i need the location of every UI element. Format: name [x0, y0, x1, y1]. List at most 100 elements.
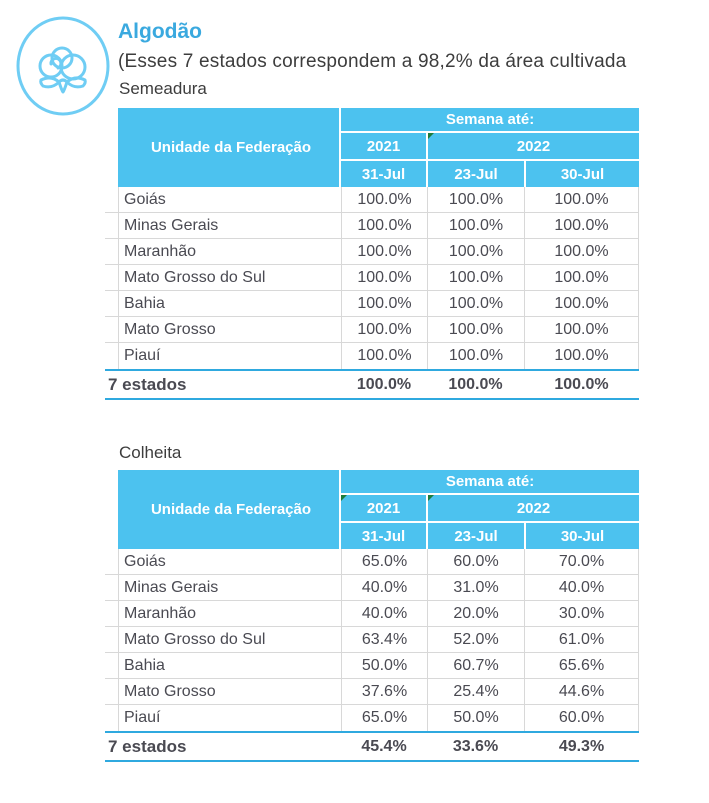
table-row: Minas Gerais 40.0% 31.0% 40.0%: [105, 575, 639, 601]
column-header-week-31-Jul: 31-Jul: [341, 523, 426, 549]
value-cell: 44.6%: [524, 679, 639, 704]
table-row: Minas Gerais 100.0% 100.0% 100.0%: [105, 213, 639, 239]
column-header-week-23-Jul: 23-Jul: [428, 523, 524, 549]
value-cell: 40.0%: [341, 575, 427, 600]
value-cell: 60.7%: [427, 653, 524, 678]
comment-flag-icon: [428, 133, 434, 139]
value-cell: 100.0%: [524, 213, 639, 238]
table-row: Mato Grosso 37.6% 25.4% 44.6%: [105, 679, 639, 705]
value-cell: 40.0%: [341, 601, 427, 626]
value-cell: 100.0%: [427, 343, 524, 369]
table-row: Goiás 100.0% 100.0% 100.0%: [105, 187, 639, 213]
comment-flag-icon: [341, 495, 347, 501]
state-name-cell: Mato Grosso do Sul: [118, 627, 341, 652]
value-cell: 100.0%: [524, 187, 639, 212]
value-cell: 40.0%: [524, 575, 639, 600]
value-cell: 100.0%: [341, 187, 427, 212]
value-cell: 100.0%: [427, 317, 524, 342]
state-name-cell: Minas Gerais: [118, 575, 341, 600]
column-header-semana-ate: Semana até:: [341, 108, 639, 131]
state-name-cell: Goiás: [118, 187, 341, 212]
value-cell: 60.0%: [427, 549, 524, 574]
value-cell: 100.0%: [524, 343, 639, 369]
total-row: 7 estados 45.4% 33.6% 49.3%: [105, 731, 639, 762]
value-cell: 25.4%: [427, 679, 524, 704]
table-label-semeadura: Semeadura: [119, 79, 207, 98]
state-name-cell: Bahia: [118, 653, 341, 678]
column-header-year-2021: 2021: [341, 133, 426, 159]
value-cell: 65.0%: [341, 705, 427, 731]
table-row: Mato Grosso do Sul 63.4% 52.0% 61.0%: [105, 627, 639, 653]
table-row: Maranhão 100.0% 100.0% 100.0%: [105, 239, 639, 265]
value-cell: 100.0%: [524, 265, 639, 290]
state-name-cell: Bahia: [118, 291, 341, 316]
state-name-cell: Mato Grosso: [118, 317, 341, 342]
value-cell: 37.6%: [341, 679, 427, 704]
state-name-cell: Maranhão: [118, 601, 341, 626]
value-cell: 63.4%: [341, 627, 427, 652]
column-header-year-2022: 2022: [428, 133, 639, 159]
value-cell: 30.0%: [524, 601, 639, 626]
total-value-cell: 45.4%: [361, 738, 407, 755]
value-cell: 100.0%: [341, 317, 427, 342]
value-cell: 100.0%: [524, 239, 639, 264]
comment-flag-icon: [428, 495, 434, 501]
column-header-unidade-da-federacao: Unidade da Federação: [118, 470, 339, 549]
value-cell: 100.0%: [427, 213, 524, 238]
value-cell: 50.0%: [341, 653, 427, 678]
column-header-year-2022: 2022: [428, 495, 639, 521]
column-header-week-23-Jul: 23-Jul: [428, 161, 524, 187]
table-row: Maranhão 40.0% 20.0% 30.0%: [105, 601, 639, 627]
total-row: 7 estados 100.0% 100.0% 100.0%: [105, 369, 639, 400]
total-value-cell: 100.0%: [448, 376, 503, 393]
state-name-cell: Mato Grosso do Sul: [118, 265, 341, 290]
value-cell: 100.0%: [341, 291, 427, 316]
state-name-cell: Maranhão: [118, 239, 341, 264]
value-cell: 100.0%: [524, 317, 639, 342]
value-cell: 100.0%: [427, 291, 524, 316]
value-cell: 100.0%: [341, 239, 427, 264]
table-header: Unidade da Federação Semana até: 2021 2022 3…: [118, 470, 639, 549]
value-cell: 100.0%: [427, 187, 524, 212]
value-cell: 100.0%: [427, 265, 524, 290]
total-value-cell: 33.6%: [452, 738, 499, 755]
table-row: Goiás 65.0% 60.0% 70.0%: [105, 549, 639, 575]
semeadura-table: Unidade da Federação Semana até: 2021 2022 3…: [105, 108, 639, 400]
state-name-cell: Mato Grosso: [118, 679, 341, 704]
column-header-week-30-Jul: 30-Jul: [526, 161, 639, 187]
column-header-semana-ate: Semana até:: [341, 470, 639, 493]
page-subtitle: (Esses 7 estados correspondem a 98,2% da…: [118, 51, 627, 72]
value-cell: 52.0%: [427, 627, 524, 652]
total-value-cell: 49.3%: [558, 738, 605, 755]
total-value-cell: 100.0%: [356, 376, 412, 393]
value-cell: 50.0%: [427, 705, 524, 731]
state-name-cell: Piauí: [118, 343, 341, 369]
table-row: Bahia 100.0% 100.0% 100.0%: [105, 291, 639, 317]
table-header: Unidade da Federação Semana até: 2021 2022 3…: [118, 108, 639, 187]
value-cell: 100.0%: [341, 213, 427, 238]
value-cell: 70.0%: [524, 549, 639, 574]
column-header-year-2021: 2021: [341, 495, 426, 521]
column-header-week-31-Jul: 31-Jul: [341, 161, 426, 187]
table-label-colheita: Colheita: [119, 443, 182, 462]
value-cell: 65.6%: [524, 653, 639, 678]
page-title: Algodão: [118, 20, 202, 43]
value-cell: 100.0%: [341, 343, 427, 369]
column-header-week-30-Jul: 30-Jul: [526, 523, 639, 549]
table-row: Piauí 65.0% 50.0% 60.0%: [105, 705, 639, 731]
column-header-unidade-da-federacao: Unidade da Federação: [118, 108, 339, 187]
table-row: Mato Grosso 100.0% 100.0% 100.0%: [105, 317, 639, 343]
total-label-cell: 7 estados: [108, 374, 187, 394]
cotton-icon: [13, 14, 113, 118]
value-cell: 100.0%: [341, 265, 427, 290]
table-body: Goiás 100.0% 100.0% 100.0% Minas Gerais 100.0…: [105, 187, 639, 369]
value-cell: 60.0%: [524, 705, 639, 731]
state-name-cell: Piauí: [118, 705, 341, 731]
value-cell: 20.0%: [427, 601, 524, 626]
value-cell: 31.0%: [427, 575, 524, 600]
table-row: Piauí 100.0% 100.0% 100.0%: [105, 343, 639, 369]
state-name-cell: Minas Gerais: [118, 213, 341, 238]
state-name-cell: Goiás: [118, 549, 341, 574]
value-cell: 61.0%: [524, 627, 639, 652]
